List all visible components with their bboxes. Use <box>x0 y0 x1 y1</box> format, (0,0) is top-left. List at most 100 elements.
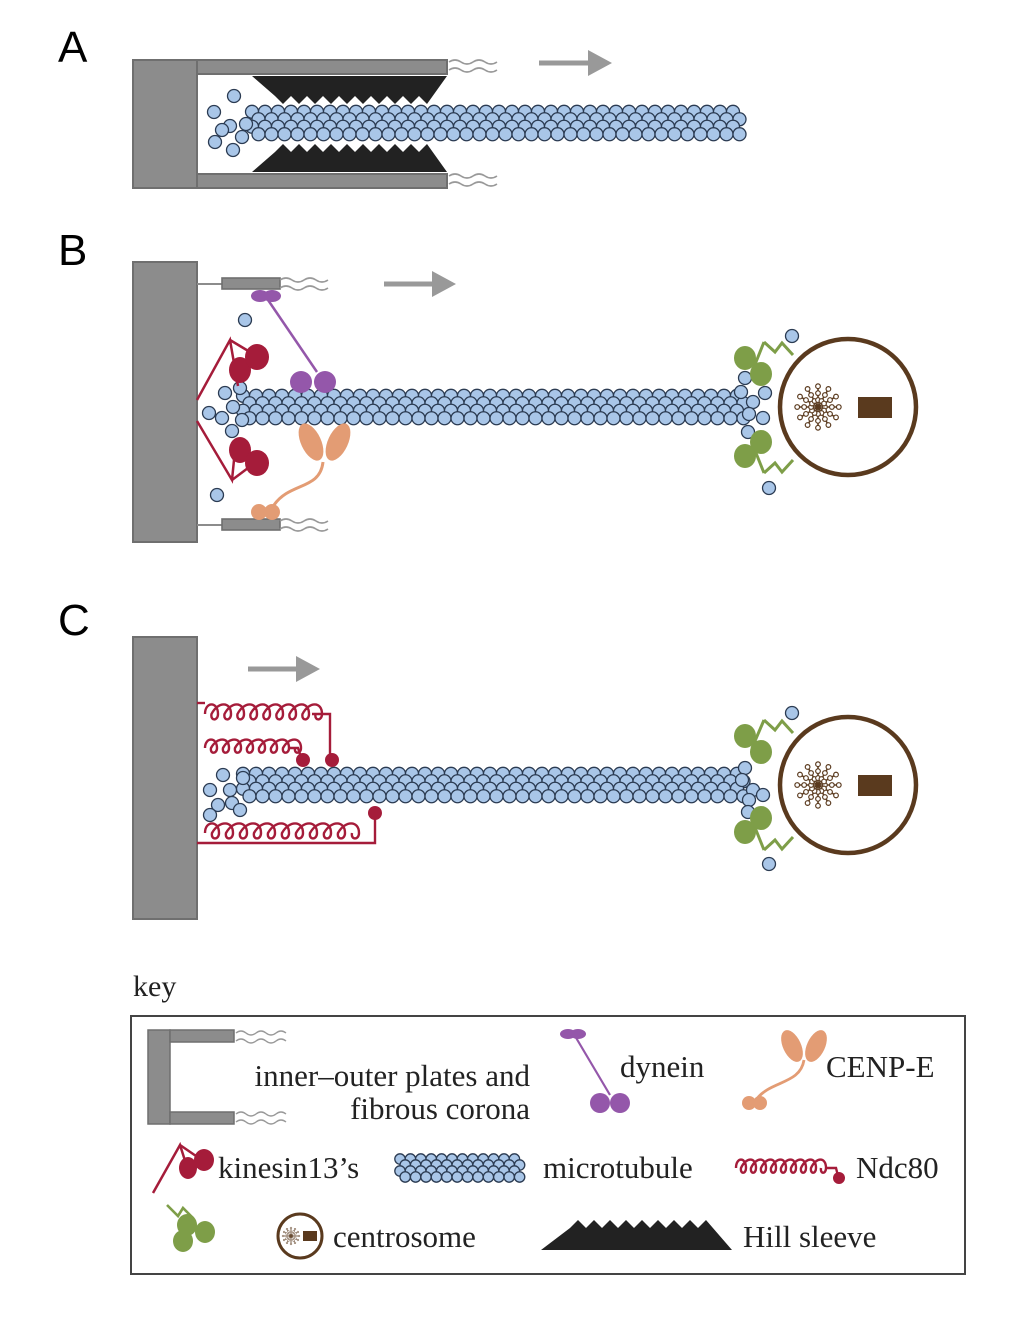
tubulin-subunit <box>563 127 578 142</box>
key-microtubule: microtubule <box>543 1150 693 1185</box>
tubulin-subunit <box>710 789 725 804</box>
key-kinesin13: kinesin13’s <box>218 1150 359 1185</box>
ndc80-coil <box>203 738 303 754</box>
fibrous-corona-a <box>448 59 498 187</box>
free-tubulin <box>734 772 750 788</box>
centriole-bead <box>284 1234 287 1238</box>
free-tubulin <box>217 385 233 401</box>
tubulin-subunit <box>372 411 387 426</box>
centriole-bead <box>808 392 814 398</box>
tubulin-subunit <box>307 789 322 804</box>
free-tubulin <box>745 394 761 410</box>
hill-sleeve-icon <box>541 1220 732 1250</box>
centriole-bead <box>285 1232 288 1235</box>
free-tubulin <box>737 760 753 776</box>
centriole-bead <box>285 1227 289 1231</box>
ndc80-head <box>296 753 310 767</box>
free-tubulin <box>237 312 253 328</box>
centriole-bead <box>293 1241 297 1245</box>
tubulin-subunit <box>411 789 426 804</box>
ndc80-stalk <box>312 712 332 760</box>
tubulin-subunit <box>567 789 582 804</box>
kinetochore-plate-c <box>132 636 198 920</box>
tubulin-subunit <box>294 789 309 804</box>
ndc80-head <box>833 1172 845 1184</box>
centrosome-icon <box>276 1212 324 1260</box>
free-tubulin <box>740 424 756 440</box>
tubulin-subunit <box>472 1171 484 1183</box>
centriole-bead <box>815 802 821 809</box>
free-tubulin <box>232 380 248 396</box>
tubulin-subunit <box>381 127 396 142</box>
centriole-ray <box>286 1228 292 1237</box>
tubulin-subunit <box>398 789 413 804</box>
ndc80-icon <box>734 1158 845 1184</box>
centriole-bead <box>808 770 814 776</box>
centriole-ray <box>806 388 819 408</box>
tubulin-subunit <box>706 127 721 142</box>
green-protein-b-bottom <box>734 430 795 475</box>
tubulin-subunit <box>593 411 608 426</box>
panel-label-a: A <box>58 23 88 72</box>
centriole-ray <box>283 1231 292 1237</box>
centriole-ray <box>817 784 837 797</box>
key-plates-line2: fibrous corona <box>350 1091 530 1126</box>
centriole-ray <box>290 1231 299 1237</box>
centriole-bead <box>833 414 839 421</box>
centriole-bead <box>825 422 832 428</box>
key-centrosome: centrosome <box>333 1219 476 1254</box>
centriole-bead <box>294 1232 297 1235</box>
cenpe-b <box>251 423 351 520</box>
free-tubulin <box>737 370 753 386</box>
centriole-bead <box>833 771 839 778</box>
centriole-bead <box>825 764 832 770</box>
free-tubulin <box>202 807 218 823</box>
tubulin-subunit <box>719 127 734 142</box>
kinetochore-plate-b <box>132 261 329 543</box>
centriole-bead <box>822 416 828 422</box>
centriole-bead <box>797 393 803 400</box>
tubulin-subunit <box>359 411 374 426</box>
centriole-ray <box>817 406 837 419</box>
centriole-bead <box>794 404 801 410</box>
dynein-b <box>251 290 336 393</box>
tubulin-subunit <box>511 127 526 142</box>
tubulin-subunit <box>589 127 604 142</box>
kinetochore-plate-a <box>132 59 498 189</box>
free-tubulin <box>214 122 230 138</box>
centriole-bead <box>293 1227 297 1231</box>
centriole-bead <box>292 1230 295 1233</box>
free-tubulin <box>238 116 254 132</box>
tubulin-subunit <box>658 789 673 804</box>
centriole-bead <box>828 782 835 788</box>
key: key inner–outer plates and fibrous coron… <box>130 970 966 1275</box>
centriole-bead <box>289 1240 293 1243</box>
tubulin-subunit <box>450 789 465 804</box>
centriole-bead <box>804 386 811 392</box>
tubulin-subunit <box>440 1171 453 1183</box>
tubulin-subunit <box>437 789 452 804</box>
tubulin-subunit <box>684 789 699 804</box>
free-tubulin <box>761 480 777 496</box>
tubulin-subunit <box>329 127 344 142</box>
tubulin-subunit <box>658 411 673 426</box>
green-depolymerase-icon <box>166 1204 215 1252</box>
tubulin-subunit <box>385 789 400 804</box>
tubulin-subunit <box>606 789 621 804</box>
tubulin-subunit <box>654 127 669 142</box>
tubulin-subunit <box>359 789 374 804</box>
tubulin-subunit <box>399 1171 412 1183</box>
free-tubulin <box>214 410 230 426</box>
tubulin-subunit <box>346 789 361 804</box>
green-protein-c-top <box>734 718 795 764</box>
tubulin-subunit <box>316 127 331 142</box>
tubulin-subunit <box>723 411 738 426</box>
centriole-bead <box>822 392 828 398</box>
centriole-ray <box>817 766 830 786</box>
centriole-bead <box>289 1242 293 1246</box>
arrow-a <box>539 50 612 76</box>
tubulin-subunit <box>580 411 595 426</box>
ndc80-coil <box>203 703 324 721</box>
centriole-bead <box>833 393 839 400</box>
centriole-bead <box>289 1226 293 1230</box>
